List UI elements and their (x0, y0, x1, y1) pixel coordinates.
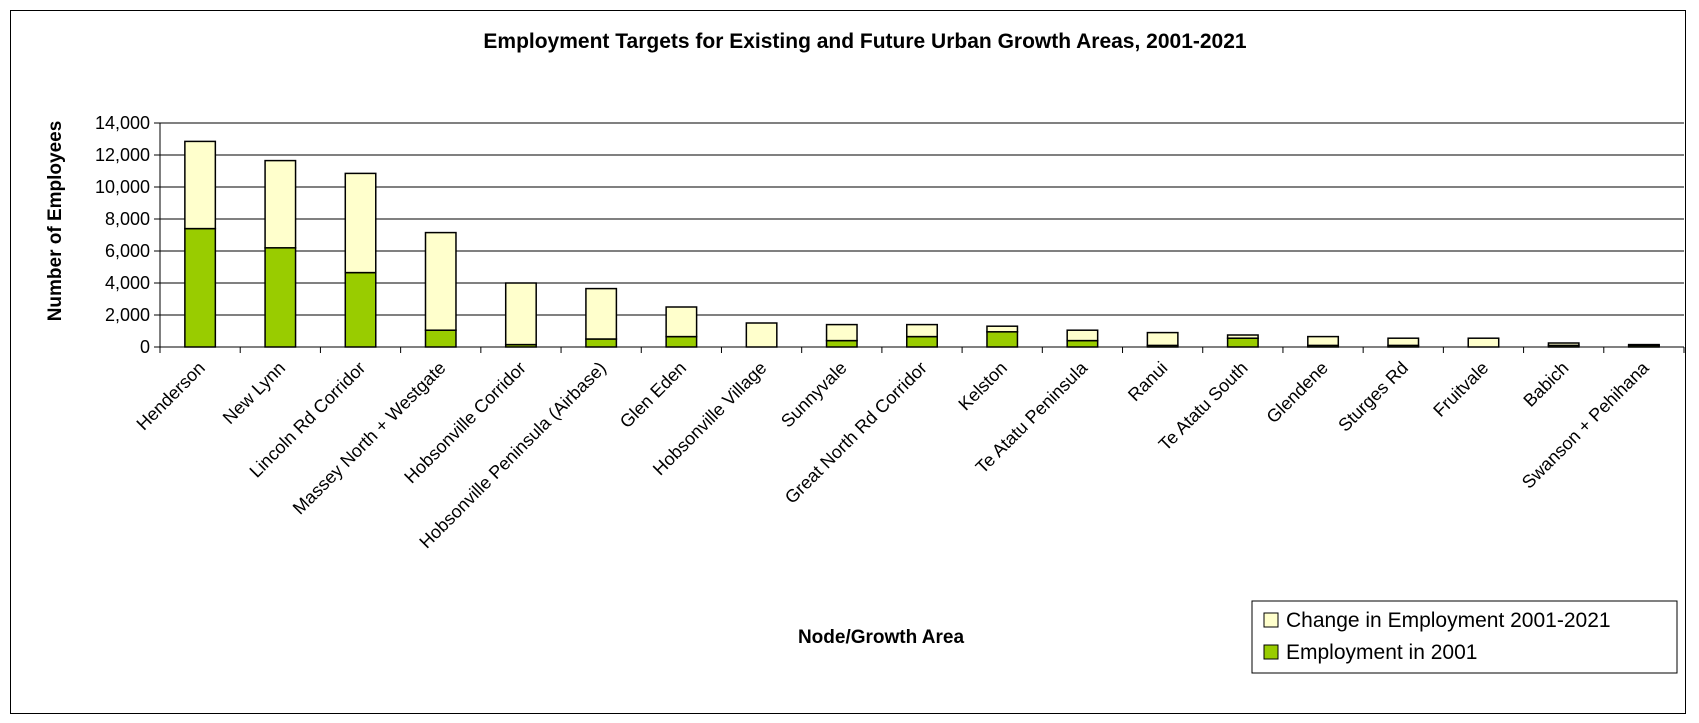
x-tick-label: Sturges Rd (1334, 358, 1412, 436)
legend-label: Change in Employment 2001-2021 (1286, 609, 1611, 632)
x-tick-label: Glendene (1263, 358, 1332, 427)
bar-employment-2001 (1226, 337, 1259, 348)
bar-employment-2001 (665, 335, 698, 348)
x-tick-label: Sunnyvale (777, 358, 851, 432)
bar-change-2001-2021 (1387, 337, 1420, 347)
x-tick-label: Glen Eden (616, 358, 690, 432)
bar-change-2001-2021 (424, 231, 457, 331)
x-tick-label: Babich (1519, 358, 1572, 411)
bar-employment-2001 (585, 338, 618, 348)
bar-change-2001-2021 (585, 287, 618, 340)
y-tick-label: 6,000 (105, 241, 150, 261)
bar-change-2001-2021 (1146, 331, 1179, 347)
y-tick-label: 8,000 (105, 209, 150, 229)
legend: Change in Employment 2001-2021 Employment… (1251, 600, 1678, 674)
x-tick-label: Massey North + Westgate (289, 358, 450, 519)
bar-employment-2001 (1066, 339, 1099, 348)
x-tick-label: Henderson (133, 358, 209, 434)
y-tick-label: 2,000 (105, 305, 150, 325)
legend-swatch (1263, 612, 1279, 628)
bar-employment-2001 (184, 227, 217, 348)
legend-swatch (1263, 644, 1279, 660)
bar-change-2001-2021 (504, 282, 537, 346)
y-axis-ticks: 0 2,000 4,000 6,000 8,000 10,000 12,000 14,000 (95, 113, 160, 357)
bar-employment-2001 (424, 329, 457, 348)
bar-change-2001-2021 (344, 172, 377, 274)
bar-change-2001-2021 (184, 140, 217, 230)
bar-employment-2001 (906, 335, 938, 348)
chart-frame (10, 10, 1686, 714)
legend-box (1251, 600, 1678, 674)
bar-change-2001-2021 (264, 159, 297, 249)
chart-title: Employment Targets for Existing and Futu… (483, 30, 1247, 53)
bar-change-2001-2021 (1226, 334, 1259, 339)
x-tick-label: Great North Rd Corridor (781, 358, 931, 508)
bar-change-2001-2021 (1066, 329, 1099, 342)
y-tick-label: 12,000 (95, 145, 150, 165)
bar-change-2001-2021 (665, 306, 698, 338)
x-tick-label: Fruitvale (1429, 358, 1492, 421)
bars (184, 140, 1660, 348)
bar-employment-2001 (264, 247, 297, 348)
bar-change-2001-2021 (986, 325, 1019, 333)
x-axis-title: Node/Growth Area (798, 627, 965, 648)
bar-employment-2001 (986, 331, 1019, 348)
x-tick-label: New Lynn (219, 358, 289, 428)
x-tick-label: Ranui (1124, 358, 1171, 405)
legend-label: Employment in 2001 (1286, 641, 1477, 664)
bar-change-2001-2021 (745, 322, 778, 348)
bar-change-2001-2021 (1467, 337, 1500, 348)
bar-employment-2001 (344, 271, 377, 348)
y-tick-label: 4,000 (105, 273, 150, 293)
axes (159, 123, 1684, 348)
y-tick-label: 0 (140, 337, 150, 357)
y-tick-label: 14,000 (95, 113, 150, 133)
gridlines (160, 122, 1684, 316)
bar-change-2001-2021 (825, 323, 858, 342)
bar-change-2001-2021 (906, 323, 938, 338)
bar-change-2001-2021 (1307, 335, 1340, 347)
bar-employment-2001 (825, 339, 858, 348)
x-tick-label: Kelston (954, 358, 1011, 415)
y-axis-title: Number of Employees (45, 121, 66, 322)
bar-change-2001-2021 (1627, 343, 1660, 347)
y-tick-label: 10,000 (95, 177, 150, 197)
bar-change-2001-2021 (1547, 342, 1580, 347)
